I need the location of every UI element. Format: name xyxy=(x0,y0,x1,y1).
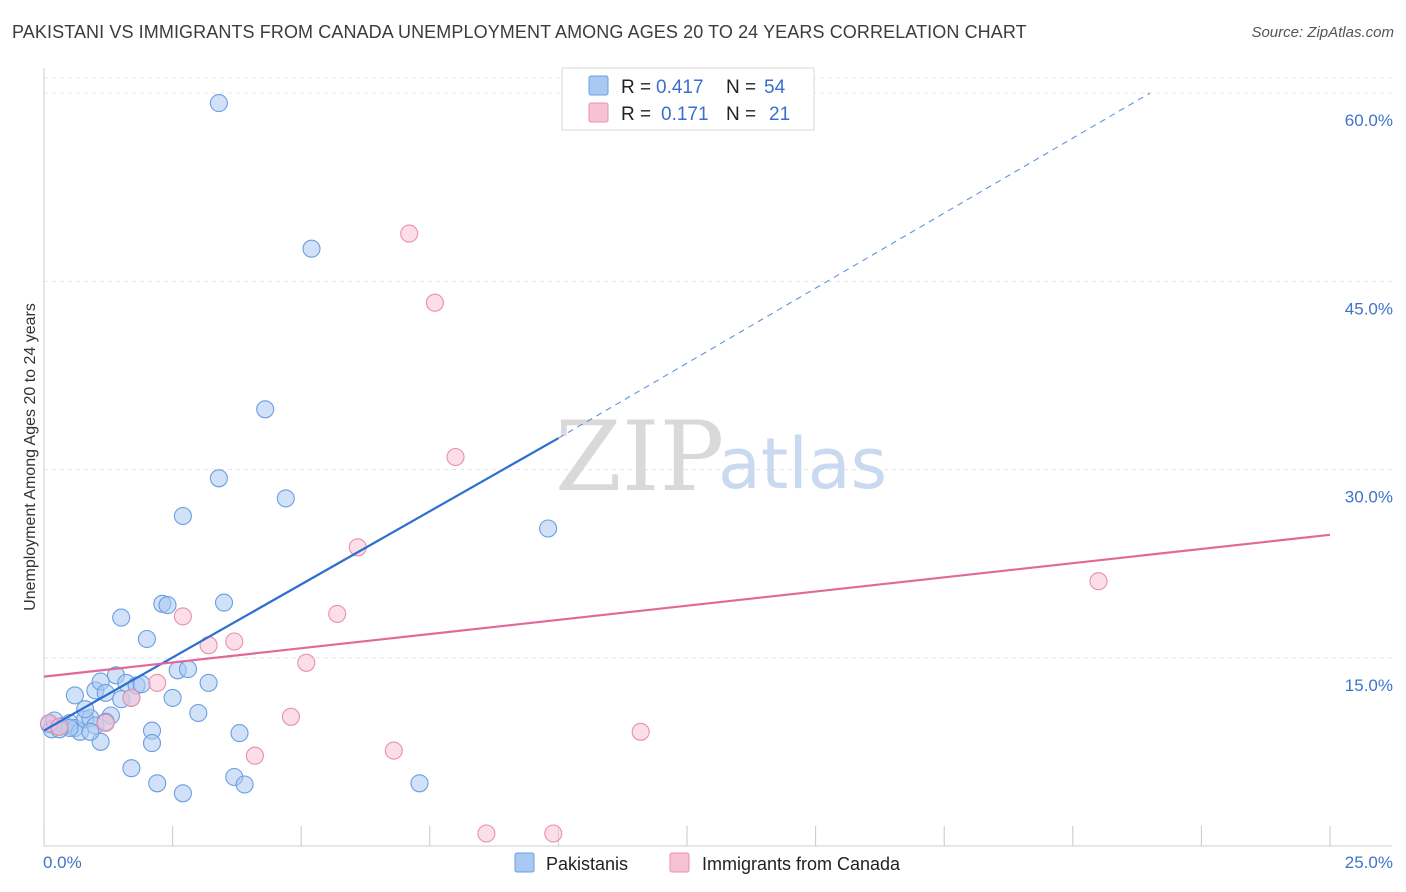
data-point-pakistanis-29 xyxy=(178,660,198,679)
x-tick-label-max: 25.0% xyxy=(1345,853,1393,872)
bottom-legend-label-pakistanis: Pakistanis xyxy=(546,854,628,874)
y-axis-title: Unemployment Among Ages 20 to 24 years xyxy=(22,303,39,611)
data-point-immigrants-canada-20 xyxy=(1089,572,1108,591)
data-point-pakistanis-36 xyxy=(235,775,254,794)
data-point-immigrants-canada-2 xyxy=(96,713,115,733)
data-point-pakistanis-48 xyxy=(539,519,558,538)
watermark-zip: ZIP xyxy=(555,401,724,513)
data-point-pakistanis-30 xyxy=(189,703,208,723)
bottom-legend-swatch-pakistanis xyxy=(514,852,535,873)
data-point-pakistanis-41 xyxy=(142,734,162,753)
data-point-immigrants-canada-7 xyxy=(225,632,244,651)
data-point-pakistanis-26 xyxy=(163,688,182,707)
bottom-legend-label-immigrants-canada: Immigrants from Canada xyxy=(702,854,901,874)
y-tick-label-30: 30.0% xyxy=(1345,488,1393,507)
data-point-pakistanis-43 xyxy=(173,784,192,803)
data-point-immigrants-canada-10 xyxy=(297,653,316,672)
data-point-pakistanis-46 xyxy=(112,608,131,627)
data-point-pakistanis-37 xyxy=(256,400,275,419)
series-immigrants-canada xyxy=(40,224,1108,843)
data-point-pakistanis-35 xyxy=(230,724,249,743)
y-tick-label-15: 15.0% xyxy=(1345,676,1393,695)
legend-n-pakistanis: 54 xyxy=(764,77,786,98)
legend-r-pakistanis: 0.417 xyxy=(656,77,704,98)
data-point-pakistanis-38 xyxy=(276,489,295,508)
source-label: Source: ZipAtlas.com xyxy=(1251,24,1394,41)
data-point-pakistanis-32 xyxy=(209,469,228,488)
data-point-pakistanis-39 xyxy=(302,239,321,258)
data-point-immigrants-canada-17 xyxy=(477,824,496,843)
data-point-immigrants-canada-13 xyxy=(384,741,403,760)
legend-r-label-pakistanis: R = xyxy=(621,77,651,98)
data-point-immigrants-canada-18 xyxy=(544,824,563,843)
y-tick-label-45: 45.0% xyxy=(1345,299,1393,318)
trend-line-immigrants-canada xyxy=(43,533,1331,678)
data-point-pakistanis-31 xyxy=(199,673,218,692)
data-point-pakistanis-40 xyxy=(122,759,141,778)
data-point-pakistanis-42 xyxy=(148,774,167,793)
watermark: ZIP atlas xyxy=(555,401,887,513)
chart-title: PAKISTANI VS IMMIGRANTS FROM CANADA UNEM… xyxy=(12,22,1027,42)
trend-lines xyxy=(43,92,1331,732)
data-point-pakistanis-28 xyxy=(173,506,192,526)
y-tick-label-60: 60.0% xyxy=(1345,111,1393,130)
trend-line-pakistanis xyxy=(43,437,559,732)
trend-line-extension-pakistanis xyxy=(558,92,1151,439)
data-point-immigrants-canada-11 xyxy=(328,604,347,623)
legend-n-immigrants-canada: 21 xyxy=(769,104,790,125)
data-point-pakistanis-25 xyxy=(158,596,177,615)
legend-swatch-immigrants-canada xyxy=(588,102,609,123)
data-point-immigrants-canada-16 xyxy=(446,447,465,467)
data-point-pakistanis-47 xyxy=(410,774,429,793)
legend-n-label-pakistanis: N = xyxy=(726,77,756,98)
data-point-immigrants-canada-4 xyxy=(148,673,167,692)
data-point-immigrants-canada-3 xyxy=(122,688,141,707)
legend-r-immigrants-canada: 0.171 xyxy=(661,104,709,125)
series-pakistanis xyxy=(40,94,558,803)
data-point-pakistanis-53 xyxy=(81,722,100,741)
x-ticks xyxy=(43,826,1331,846)
data-point-immigrants-canada-19 xyxy=(631,722,650,741)
data-point-pakistanis-49 xyxy=(209,94,228,113)
bottom-legend-swatch-immigrants-canada xyxy=(669,852,690,873)
gridlines xyxy=(44,77,1392,659)
data-point-pakistanis-22 xyxy=(137,629,156,649)
legend-n-label-immigrants-canada: N = xyxy=(726,104,756,125)
legend-r-label-immigrants-canada: R = xyxy=(621,104,651,125)
legend: R = 0.417 N = 54 R = 0.171 N = 21 xyxy=(561,67,815,131)
x-tick-label-min: 0.0% xyxy=(43,853,82,872)
bottom-legend: Pakistanis Immigrants from Canada xyxy=(514,852,901,874)
data-point-pakistanis-10 xyxy=(65,686,84,705)
data-point-immigrants-canada-15 xyxy=(425,293,444,312)
data-point-immigrants-canada-5 xyxy=(173,607,192,626)
data-point-immigrants-canada-9 xyxy=(281,707,300,726)
y-tick-labels: 15.0% 30.0% 45.0% 60.0% xyxy=(1345,111,1393,695)
watermark-atlas: atlas xyxy=(718,423,887,505)
data-point-immigrants-canada-8 xyxy=(245,746,264,765)
data-point-immigrants-canada-14 xyxy=(400,224,419,243)
data-point-pakistanis-33 xyxy=(214,593,234,612)
legend-swatch-pakistanis xyxy=(588,75,609,96)
